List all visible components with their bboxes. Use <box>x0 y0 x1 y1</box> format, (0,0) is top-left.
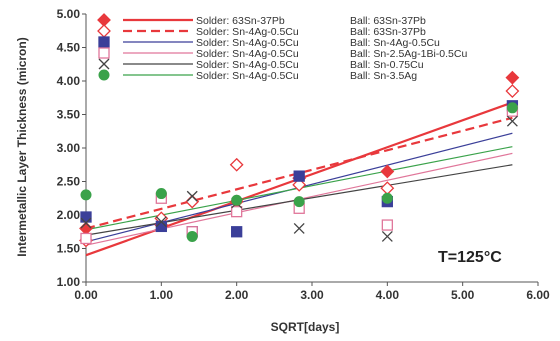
y-tick-label: 3.50 <box>57 108 81 122</box>
x-tick-label: 6.00 <box>526 288 550 302</box>
data-point-series-5 <box>80 217 92 229</box>
data-point-series-3 <box>155 220 167 233</box>
legend-marker-2 <box>97 24 111 38</box>
data-points <box>79 70 520 248</box>
data-point-series-5 <box>186 190 198 202</box>
data-point-series-4 <box>80 232 92 245</box>
data-point-series-4 <box>381 219 393 231</box>
legend-solder-5: Solder: Sn-4Ag-0.5Cu <box>196 59 299 71</box>
legend-marker-6 <box>98 69 110 81</box>
data-point-series-3 <box>293 170 305 182</box>
data-point-series-5 <box>381 230 393 242</box>
data-point-series-1 <box>79 221 93 236</box>
legend-solder-6: Solder: Sn-4Ag-0.5Cu <box>196 70 299 82</box>
legend-ball-3: Ball: Sn-4Ag-0.5Cu <box>350 37 440 49</box>
data-point-series-2 <box>380 181 395 196</box>
legend-ball-6: Ball: Sn-3.5Ag <box>350 70 417 82</box>
legend: Solder: 63Sn-37Pb Ball: 63Sn-37Pb Solder: … <box>97 13 467 82</box>
data-point-series-3 <box>80 211 92 223</box>
x-tick-label: 1.00 <box>150 288 174 302</box>
data-point-series-5 <box>155 216 167 228</box>
legend-ball-2: Ball: 63Sn-37Pb <box>350 26 426 38</box>
x-axis-label: SQRT[days] <box>271 320 340 334</box>
data-point-series-6 <box>231 194 243 206</box>
x-tick-label: 4.00 <box>376 288 400 302</box>
y-tick-label: 3.00 <box>57 141 81 155</box>
y-tick-label: 2.50 <box>57 175 81 189</box>
legend-solder-1: Solder: 63Sn-37Pb <box>196 15 285 27</box>
data-point-series-4 <box>231 205 243 218</box>
temperature-annotation: T=125°C <box>438 249 502 266</box>
x-marker-stroke <box>381 230 393 242</box>
x-marker-stroke <box>80 217 92 229</box>
x-marker-stroke <box>186 190 198 202</box>
x-marker-stroke <box>98 58 110 70</box>
data-point-series-1 <box>505 70 520 85</box>
data-point-series-2 <box>292 177 307 192</box>
x-tick-label: 5.00 <box>451 288 475 302</box>
y-tick-label: 4.50 <box>57 41 81 55</box>
data-point-series-6 <box>506 102 518 114</box>
legend-marker-5 <box>98 58 110 70</box>
y-axis-label: Intermetallic Layer Thickness (micron) <box>15 37 29 256</box>
axes <box>85 14 538 283</box>
data-point-series-6 <box>80 189 92 201</box>
data-point-series-5 <box>506 115 518 127</box>
tick-labels: 1.00 1.50 2.00 2.50 3.00 3.50 4.00 4.50 5.00 0.00… <box>57 7 550 302</box>
legend-ball-5: Ball: Sn-0.75Cu <box>350 59 424 71</box>
legend-ball-4: Ball: Sn-2.5Ag-1Bi-0.5Cu <box>350 48 467 60</box>
x-tick-label: 3.00 <box>300 288 324 302</box>
data-point-series-6 <box>381 192 393 204</box>
data-point-series-6 <box>186 230 198 242</box>
data-point-series-2 <box>505 84 520 98</box>
legend-marker-4 <box>98 47 110 59</box>
data-point-series-6 <box>155 188 167 200</box>
y-tick-label: 1.50 <box>57 242 81 256</box>
legend-solder-3: Solder: Sn-4Ag-0.5Cu <box>196 37 299 49</box>
data-point-series-5 <box>293 222 305 234</box>
data-point-series-6 <box>293 196 305 208</box>
data-point-series-2 <box>185 194 200 209</box>
legend-marker-3 <box>98 36 110 48</box>
y-tick-label: 4.00 <box>57 74 81 88</box>
legend-ball-1: Ball: 63Sn-37Pb <box>350 15 426 27</box>
y-tick-label: 5.00 <box>57 7 81 21</box>
data-point-series-1 <box>380 164 395 179</box>
x-marker-stroke <box>155 216 167 228</box>
y-tick-label: 1.00 <box>57 275 81 289</box>
trend-line-series-2 <box>85 116 513 230</box>
x-tick-label: 0.00 <box>74 288 98 302</box>
x-marker-stroke <box>293 222 305 234</box>
legend-solder-4: Solder: Sn-4Ag-0.5Cu <box>196 48 299 60</box>
x-tick-label: 2.00 <box>225 288 249 302</box>
x-marker-stroke <box>506 115 518 127</box>
y-tick-label: 2.00 <box>57 208 81 222</box>
data-point-series-3 <box>231 226 243 238</box>
legend-solder-2: Solder: Sn-4Ag-0.5Cu <box>196 26 299 38</box>
data-point-series-2 <box>229 157 244 172</box>
